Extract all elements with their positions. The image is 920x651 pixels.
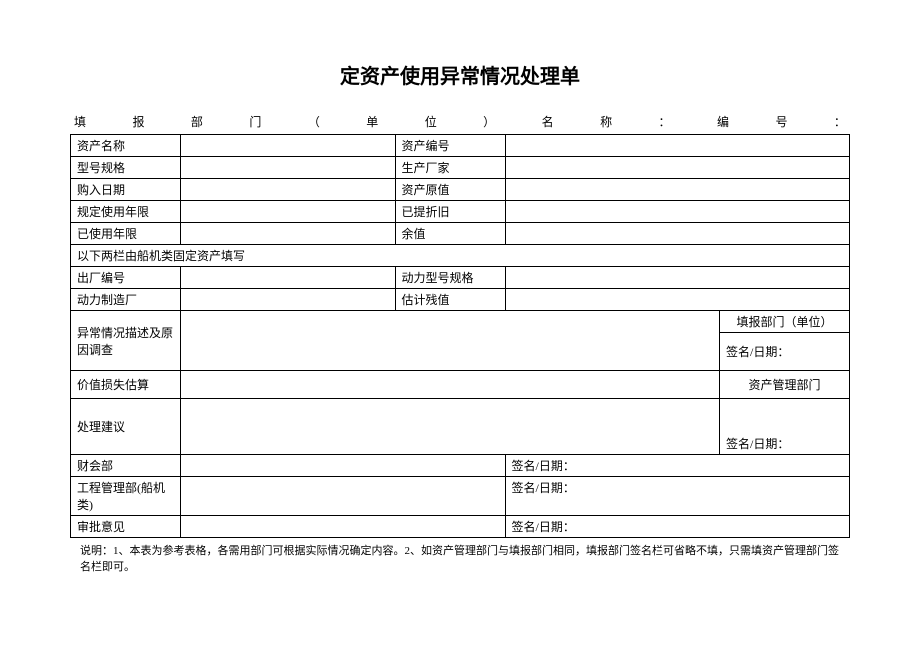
table-row: 异常情况描述及原因调查 填报部门（单位） <box>71 311 850 333</box>
value-factory-number <box>181 267 396 289</box>
footnote: 说明：1、本表为参考表格，各需用部门可根据实际情况确定内容。2、如资产管理部门与… <box>70 542 850 574</box>
table-row: 财会部 签名/日期： <box>71 455 850 477</box>
label-asset-name: 资产名称 <box>71 135 181 157</box>
hc: 部 <box>191 113 203 130</box>
label-est-residual: 估计残值 <box>395 289 505 311</box>
section-note-ship: 以下两栏由船机类固定资产填写 <box>71 245 850 267</box>
value-engineering-dept <box>181 477 506 516</box>
label-specified-life: 规定使用年限 <box>71 201 181 223</box>
sig-engineering-dept: 签名/日期： <box>505 477 850 516</box>
hc: （ <box>308 113 320 130</box>
hc: 称 <box>600 113 612 130</box>
value-used-years <box>181 223 396 245</box>
label-original-value: 资产原值 <box>395 179 505 201</box>
table-row: 处理建议 签名/日期： <box>71 399 850 455</box>
hc: 名 <box>542 113 554 130</box>
sig-reporting-dept: 签名/日期： <box>720 333 850 371</box>
page-title: 定资产使用异常情况处理单 <box>70 60 850 89</box>
label-depreciation: 已提折旧 <box>395 201 505 223</box>
hc: 位 <box>425 113 437 130</box>
value-loss-estimate <box>181 371 720 399</box>
hc: 单 <box>366 113 378 130</box>
value-specified-life <box>181 201 396 223</box>
hc: 编 <box>717 113 729 130</box>
label-purchase-date: 购入日期 <box>71 179 181 201</box>
value-residual <box>505 223 850 245</box>
value-finance-dept <box>181 455 506 477</box>
sig-asset-mgmt: 签名/日期： <box>720 399 850 455</box>
label-power-model: 动力型号规格 <box>395 267 505 289</box>
table-row: 出厂编号 动力型号规格 <box>71 267 850 289</box>
hc: ： <box>659 113 671 130</box>
label-model-spec: 型号规格 <box>71 157 181 179</box>
value-est-residual <box>505 289 850 311</box>
label-abnormal-desc: 异常情况描述及原因调查 <box>71 311 181 371</box>
value-approval <box>181 516 506 538</box>
label-approval: 审批意见 <box>71 516 181 538</box>
table-row: 价值损失估算 资产管理部门 <box>71 371 850 399</box>
label-factory-number: 出厂编号 <box>71 267 181 289</box>
table-row: 工程管理部(船机类) 签名/日期： <box>71 477 850 516</box>
value-manufacturer <box>505 157 850 179</box>
value-abnormal-desc <box>181 311 720 371</box>
hc: 报 <box>132 113 144 130</box>
hc: 门 <box>249 113 261 130</box>
table-row: 动力制造厂 估计残值 <box>71 289 850 311</box>
sig-header-reporting-dept: 填报部门（单位） <box>720 311 850 333</box>
value-suggestion <box>181 399 720 455</box>
label-asset-number: 资产编号 <box>395 135 505 157</box>
label-power-maker: 动力制造厂 <box>71 289 181 311</box>
hc: 填 <box>74 113 86 130</box>
label-loss-estimate: 价值损失估算 <box>71 371 181 399</box>
label-manufacturer: 生产厂家 <box>395 157 505 179</box>
value-asset-name <box>181 135 396 157</box>
value-purchase-date <box>181 179 396 201</box>
hc: ） <box>483 113 495 130</box>
value-asset-number <box>505 135 850 157</box>
value-power-maker <box>181 289 396 311</box>
table-row: 审批意见 签名/日期： <box>71 516 850 538</box>
table-row: 型号规格 生产厂家 <box>71 157 850 179</box>
value-power-model <box>505 267 850 289</box>
label-suggestion: 处理建议 <box>71 399 181 455</box>
hc: ： <box>834 113 846 130</box>
table-row: 已使用年限 余值 <box>71 223 850 245</box>
value-original-value <box>505 179 850 201</box>
form-table: 资产名称 资产编号 型号规格 生产厂家 购入日期 资产原值 规定使用年限 已提折… <box>70 134 850 538</box>
header-line: 填 报 部 门 （ 单 位 ） 名 称 ： 编 号 ： <box>70 113 850 130</box>
label-used-years: 已使用年限 <box>71 223 181 245</box>
sig-header-asset-mgmt: 资产管理部门 <box>720 371 850 399</box>
table-row: 以下两栏由船机类固定资产填写 <box>71 245 850 267</box>
table-row: 资产名称 资产编号 <box>71 135 850 157</box>
value-depreciation <box>505 201 850 223</box>
label-engineering-dept: 工程管理部(船机类) <box>71 477 181 516</box>
label-residual: 余值 <box>395 223 505 245</box>
label-finance-dept: 财会部 <box>71 455 181 477</box>
hc: 号 <box>775 113 787 130</box>
value-model-spec <box>181 157 396 179</box>
table-row: 规定使用年限 已提折旧 <box>71 201 850 223</box>
sig-finance-dept: 签名/日期： <box>505 455 850 477</box>
sig-approval: 签名/日期： <box>505 516 850 538</box>
table-row: 购入日期 资产原值 <box>71 179 850 201</box>
